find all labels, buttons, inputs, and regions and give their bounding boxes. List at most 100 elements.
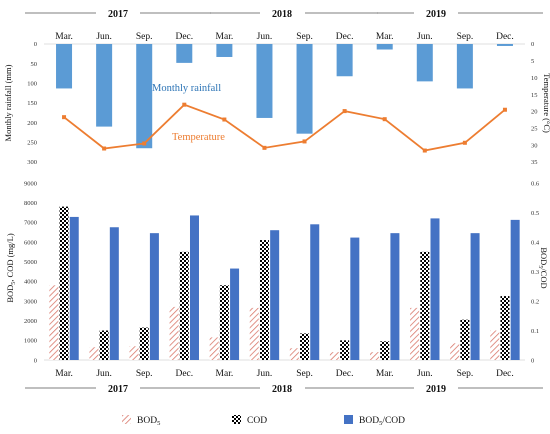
bottom-month-label: Mar. [216,369,234,379]
rainfall-tick-label: 100 [27,81,37,88]
water-quality-right-ticks: 0 0.1 0.2 0.3 0.4 0.5 0.6 [531,180,540,364]
bod5-bar [49,285,59,360]
water-quality-right-tick-label: 0.3 [531,269,539,276]
temperature-point [102,146,107,151]
top-month-label: Sep. [457,32,474,42]
water-quality-left-tick-label: 1000 [24,338,37,345]
bod5-bar [129,346,139,360]
temperature-axis-label: Temperature (°C) [542,73,550,133]
ratio-bar [430,218,440,360]
bottom-month-labels: Mar. Jun. Sep. Dec. Mar. Jun. Sep. Dec. Mar. Jun.… [55,369,514,379]
legend-swatch-ratio [344,415,353,424]
cod-bar [219,285,229,360]
bottom-month-label: Sep. [296,369,313,379]
water-quality-right-tick-label: 0.4 [531,239,540,246]
top-year-label-2018: 2018 [272,9,292,20]
rainfall-bar [376,44,393,50]
ratio-bar [350,237,360,360]
temperature-point [142,141,147,146]
top-month-label: Jun. [257,32,273,42]
water-quality-left-tick-label: 6000 [24,239,37,246]
ratio-bar [470,233,480,360]
rainfall-tick-label: 300 [27,159,37,166]
rainfall-bar [96,44,113,127]
cod-bar [380,341,390,360]
top-month-label: Mar. [55,32,73,42]
top-month-label: Dec. [175,32,193,42]
cod-bar [460,319,470,360]
rainfall-tick-label: 0 [34,41,37,48]
cod-bar [500,296,510,360]
water-quality-left-axis-label: BOD5, COD (mg/L) [5,233,17,303]
top-month-labels: Mar. Jun. Sep. Dec. Mar. Jun. Sep. Dec. Mar. Jun.… [55,32,514,42]
bottom-year-label-2019: 2019 [426,384,446,395]
water-quality-right-tick-label: 0.5 [531,210,539,217]
rainfall-bar [256,44,273,118]
legend-label-bod5: BOD5 [137,416,160,427]
cod-bar [139,327,149,360]
rainfall-bar [336,44,353,77]
top-month-label: Dec. [336,32,354,42]
temperature-point [62,115,67,120]
temperature-tick-label: 0 [531,41,534,48]
bottom-month-label: Sep. [136,369,153,379]
top-month-label: Mar. [216,32,234,42]
legend-swatch-cod [232,415,241,424]
ratio-bar [310,224,320,360]
top-month-label: Dec. [496,32,514,42]
bottom-month-label: Mar. [376,369,394,379]
temperature-point [502,107,507,112]
bottom-month-label: Dec. [336,369,354,379]
top-month-label: Jun. [96,32,112,42]
temperature-tick-label: 35 [531,159,538,166]
water-quality-left-tick-label: 9000 [24,180,37,187]
water-quality-left-tick-label: 2000 [24,318,37,325]
temperature-line [62,102,507,153]
cod-bar [179,251,189,360]
rainfall-ticks: 0 50 100 150 200 250 300 [27,41,37,166]
bod5-bar [450,343,460,360]
top-month-label: Sep. [136,32,153,42]
ratio-bar [69,216,79,360]
bod5-bar [410,307,420,360]
rainfall-bar [136,44,153,149]
water-quality-right-tick-label: 0.6 [531,180,540,187]
ratio-bar [390,233,400,360]
rainfall-axis-label: Monthly rainfall (mm) [3,64,13,141]
bottom-year-bands: 2017 2018 2019 [25,384,543,395]
legend-swatch-bod5 [122,415,131,424]
temperature-point [222,117,227,122]
bod5-bar [370,352,380,360]
rainfall-tick-label: 150 [27,100,37,107]
top-year-label-2019: 2019 [426,9,446,20]
bod5-bar [249,307,259,360]
bottom-month-label: Jun. [96,369,112,379]
rainfall-series-label: Monthly rainfall [152,83,221,94]
ratio-bar [270,230,280,360]
ratio-bar [510,219,520,360]
temperature-polyline [63,103,506,152]
temperature-tick-label: 25 [531,125,538,132]
cod-bar [99,330,109,360]
rainfall-temperature-panel: 0 50 100 150 200 250 300 0 5 10 15 20 25 30 35 Monthl… [3,41,550,166]
bottom-month-label: Mar. [55,369,73,379]
bod5-bar [169,306,179,360]
rainfall-tick-label: 50 [31,61,38,68]
rainfall-tick-label: 200 [27,120,37,127]
bottom-month-label: Jun. [417,369,433,379]
bod5-bar [490,330,500,360]
rainfall-bar [216,44,233,57]
water-quality-left-ticks: 0 1000 2000 3000 4000 5000 6000 7000 8000 9000 [24,180,37,364]
bottom-year-label-2018: 2018 [272,384,292,395]
ratio-bar [189,215,199,360]
bottom-month-label: Dec. [496,369,514,379]
bottom-year-label-2017: 2017 [108,384,128,395]
top-month-label: Mar. [376,32,394,42]
water-quality-bars [49,206,520,360]
water-quality-left-tick-label: 0 [34,357,37,364]
temperature-tick-label: 10 [531,75,538,82]
cod-bar [420,251,430,360]
ratio-bar [149,233,159,360]
